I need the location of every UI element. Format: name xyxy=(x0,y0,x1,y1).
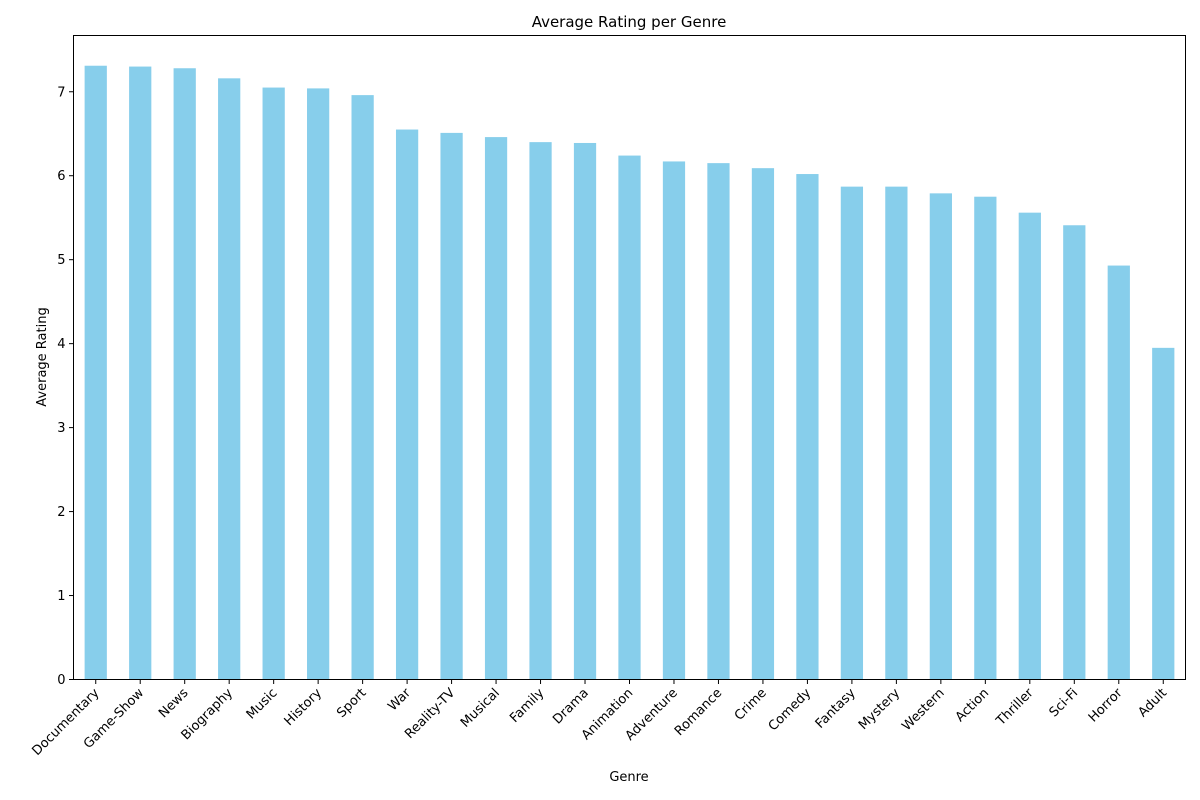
x-tick-label: Family xyxy=(507,686,547,726)
y-tick-label: 0 xyxy=(57,673,65,688)
bar-war xyxy=(395,129,419,680)
chart-title: Average Rating per Genre xyxy=(532,13,727,31)
bar-music xyxy=(262,87,285,680)
y-tick-label: 5 xyxy=(57,253,65,268)
x-tick-label: News xyxy=(156,686,192,722)
bar-drama xyxy=(573,142,597,680)
bar-thriller xyxy=(1018,212,1041,680)
bar-romance xyxy=(707,163,730,680)
x-tick-label: Adult xyxy=(1136,686,1171,721)
bar-adult xyxy=(1152,347,1175,680)
bar-history xyxy=(307,88,330,680)
bar-fantasy xyxy=(840,186,864,680)
y-tick-label: 4 xyxy=(57,337,65,352)
y-axis-ticks: 0 1 2 3 4 5 6 7 xyxy=(57,85,74,688)
bar-news xyxy=(173,68,196,680)
bar-adventure xyxy=(662,161,686,680)
y-tick-label: 3 xyxy=(57,421,65,436)
x-tick-label: Horror xyxy=(1086,685,1126,725)
x-tick-label: Music xyxy=(244,686,281,723)
x-tick-label: Action xyxy=(953,686,992,725)
bar-reality-tv xyxy=(440,132,463,680)
x-tick-label: Fantasy xyxy=(813,686,859,732)
x-tick-label: Musical xyxy=(458,686,503,731)
bars-group xyxy=(84,65,1175,680)
bar-comedy xyxy=(796,174,819,680)
x-tick-label: Sport xyxy=(334,686,369,721)
y-tick-label: 7 xyxy=(57,85,65,100)
bar-crime xyxy=(751,168,775,680)
y-axis-label: Average Rating xyxy=(35,307,50,406)
bar-mystery xyxy=(885,186,908,680)
y-tick-label: 6 xyxy=(57,169,65,184)
x-tick-label: Comedy xyxy=(766,686,815,735)
bar-family xyxy=(529,142,552,680)
x-tick-label: History xyxy=(282,686,326,730)
x-tick-label: Mystery xyxy=(856,686,903,733)
x-axis-label: Genre xyxy=(609,770,648,785)
plot-frame xyxy=(73,35,1186,680)
x-tick-label: Crime xyxy=(732,686,770,724)
bar-sci-fi xyxy=(1063,225,1086,680)
bar-documentary xyxy=(84,65,107,680)
bar-musical xyxy=(484,137,508,680)
bar-horror xyxy=(1107,265,1130,680)
y-tick-label: 2 xyxy=(57,505,65,520)
bar-western xyxy=(929,193,952,680)
x-tick-label: Drama xyxy=(550,686,592,728)
x-tick-label: Western xyxy=(899,686,947,734)
bar-game-show xyxy=(129,66,152,680)
x-tick-label: Sci-Fi xyxy=(1047,686,1082,721)
x-tick-label: Thriller xyxy=(993,685,1037,729)
x-tick-label: Romance xyxy=(672,686,725,739)
bar-animation xyxy=(618,155,641,680)
bar-action xyxy=(974,196,997,680)
bar-sport xyxy=(351,95,374,680)
y-tick-label: 1 xyxy=(57,589,65,604)
bar-biography xyxy=(218,78,241,680)
x-tick-label: War xyxy=(385,685,414,714)
